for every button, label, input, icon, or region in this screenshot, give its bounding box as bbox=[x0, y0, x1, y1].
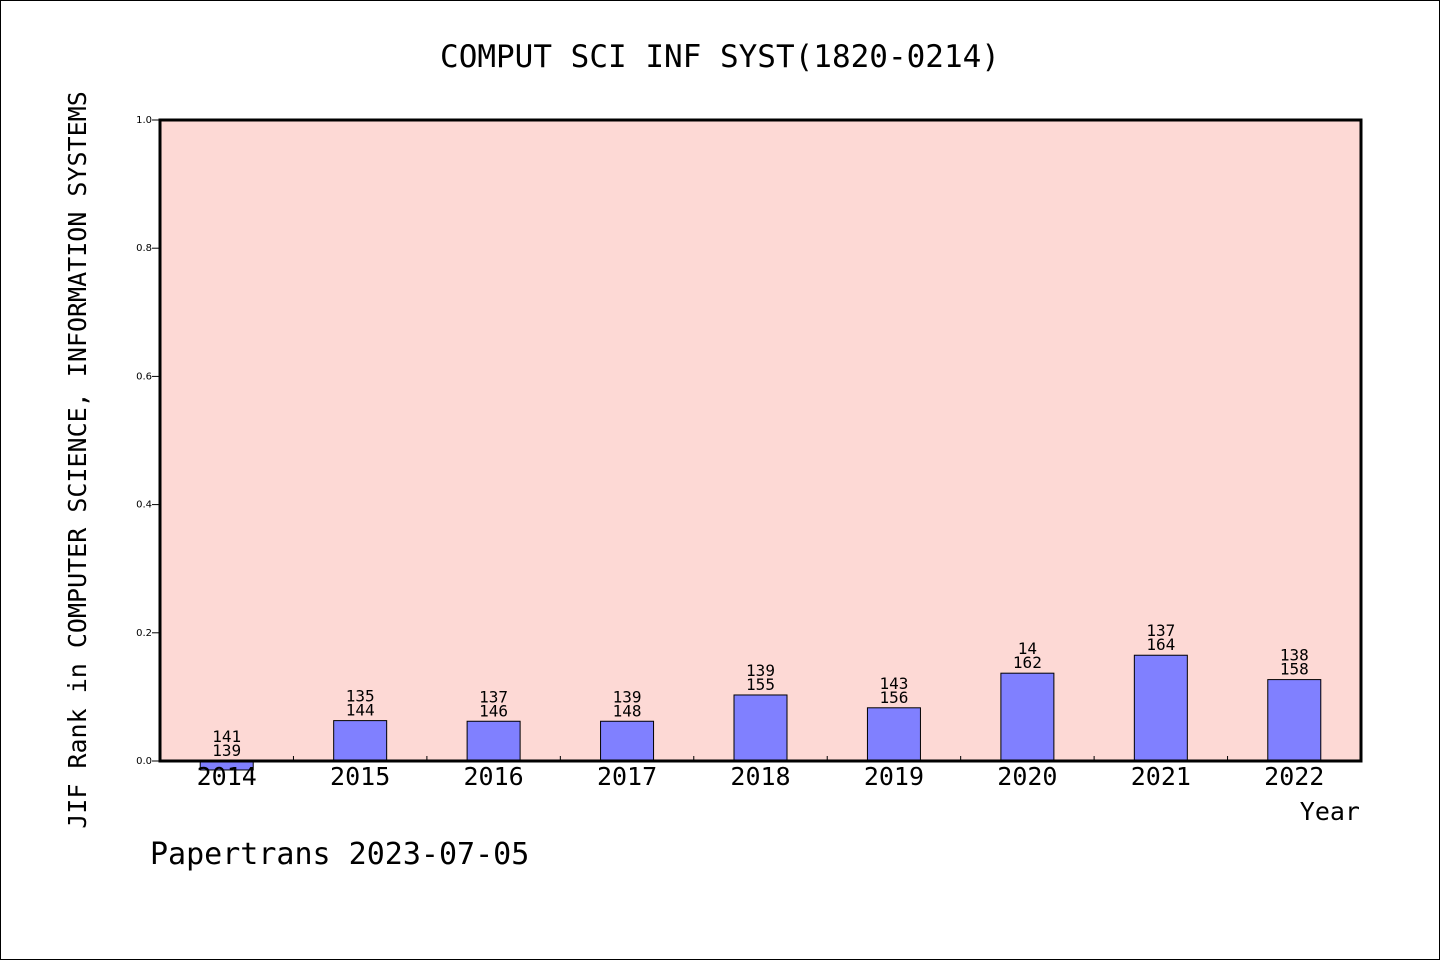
data-label-total: 164 bbox=[1146, 635, 1175, 654]
data-label-total: 162 bbox=[1013, 653, 1042, 672]
x-tick-label: 2014 bbox=[197, 762, 257, 791]
data-label-rank: 141 bbox=[212, 727, 241, 746]
y-tick-label: 0.8 bbox=[136, 243, 152, 254]
y-axis-label: JIF Rank in COMPUTER SCIENCE, INFORMATIO… bbox=[63, 91, 92, 829]
data-label-total: 144 bbox=[346, 701, 375, 720]
data-label-rank: 135 bbox=[346, 687, 375, 706]
bar bbox=[1267, 679, 1322, 762]
bar bbox=[1133, 654, 1188, 762]
data-label-rank: 139 bbox=[613, 687, 642, 706]
bar bbox=[866, 707, 921, 762]
data-label-rank: 137 bbox=[479, 687, 508, 706]
bar bbox=[733, 694, 788, 762]
data-label-total: 146 bbox=[479, 701, 508, 720]
y-tick-label: 0.6 bbox=[136, 371, 152, 382]
bar bbox=[1000, 672, 1055, 762]
footer-date-stamp: Papertrans 2023-07-05 bbox=[150, 837, 529, 872]
x-axis-label: Year bbox=[1300, 797, 1360, 826]
bar bbox=[466, 720, 521, 762]
x-tick-label: 2019 bbox=[864, 762, 924, 791]
data-label-rank: 137 bbox=[1146, 621, 1175, 640]
x-tick-label: 2022 bbox=[1264, 762, 1324, 791]
y-tick-label: 1.0 bbox=[136, 115, 152, 126]
x-tick-label: 2018 bbox=[730, 762, 790, 791]
bar bbox=[600, 720, 655, 762]
data-label-total: 148 bbox=[613, 701, 642, 720]
x-tick-label: 2021 bbox=[1131, 762, 1191, 791]
y-tick-label: 0.4 bbox=[136, 500, 152, 511]
plot-area: 0.00.20.40.60.81.01411392014135144201513… bbox=[136, 115, 1363, 791]
x-tick-label: 2020 bbox=[997, 762, 1057, 791]
data-label-total: 155 bbox=[746, 675, 775, 694]
y-tick-label: 0.2 bbox=[136, 628, 152, 639]
data-label-total: 156 bbox=[879, 688, 908, 707]
data-label-rank: 139 bbox=[746, 661, 775, 680]
data-label-total: 158 bbox=[1280, 660, 1309, 679]
x-tick-label: 2016 bbox=[464, 762, 524, 791]
data-label-rank: 138 bbox=[1280, 646, 1309, 665]
chart-title: COMPUT SCI INF SYST(1820-0214) bbox=[440, 39, 1000, 75]
data-label-rank: 14 bbox=[1018, 639, 1037, 658]
plot-background bbox=[160, 120, 1361, 761]
x-tick-label: 2017 bbox=[597, 762, 657, 791]
data-label-rank: 143 bbox=[879, 674, 908, 693]
data-label-total: 139 bbox=[212, 741, 241, 760]
plot-frame bbox=[158, 118, 1363, 763]
bar bbox=[333, 720, 388, 762]
x-tick-label: 2015 bbox=[330, 762, 390, 791]
y-tick-label: 0.0 bbox=[136, 756, 152, 767]
